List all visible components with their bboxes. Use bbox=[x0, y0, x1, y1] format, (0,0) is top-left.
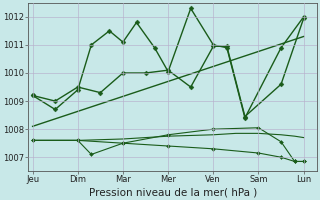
X-axis label: Pression niveau de la mer( hPa ): Pression niveau de la mer( hPa ) bbox=[89, 187, 257, 197]
